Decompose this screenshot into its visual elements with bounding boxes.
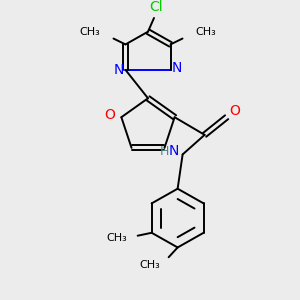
Text: N: N [168, 145, 178, 158]
Text: CH₃: CH₃ [196, 27, 216, 37]
Text: N: N [171, 61, 182, 75]
Text: CH₃: CH₃ [139, 260, 160, 270]
Text: CH₃: CH₃ [80, 27, 101, 37]
Text: CH₃: CH₃ [106, 233, 127, 243]
Text: O: O [229, 104, 240, 118]
Text: N: N [113, 63, 124, 77]
Text: O: O [104, 108, 115, 122]
Text: Cl: Cl [149, 0, 163, 14]
Text: H: H [159, 145, 169, 158]
